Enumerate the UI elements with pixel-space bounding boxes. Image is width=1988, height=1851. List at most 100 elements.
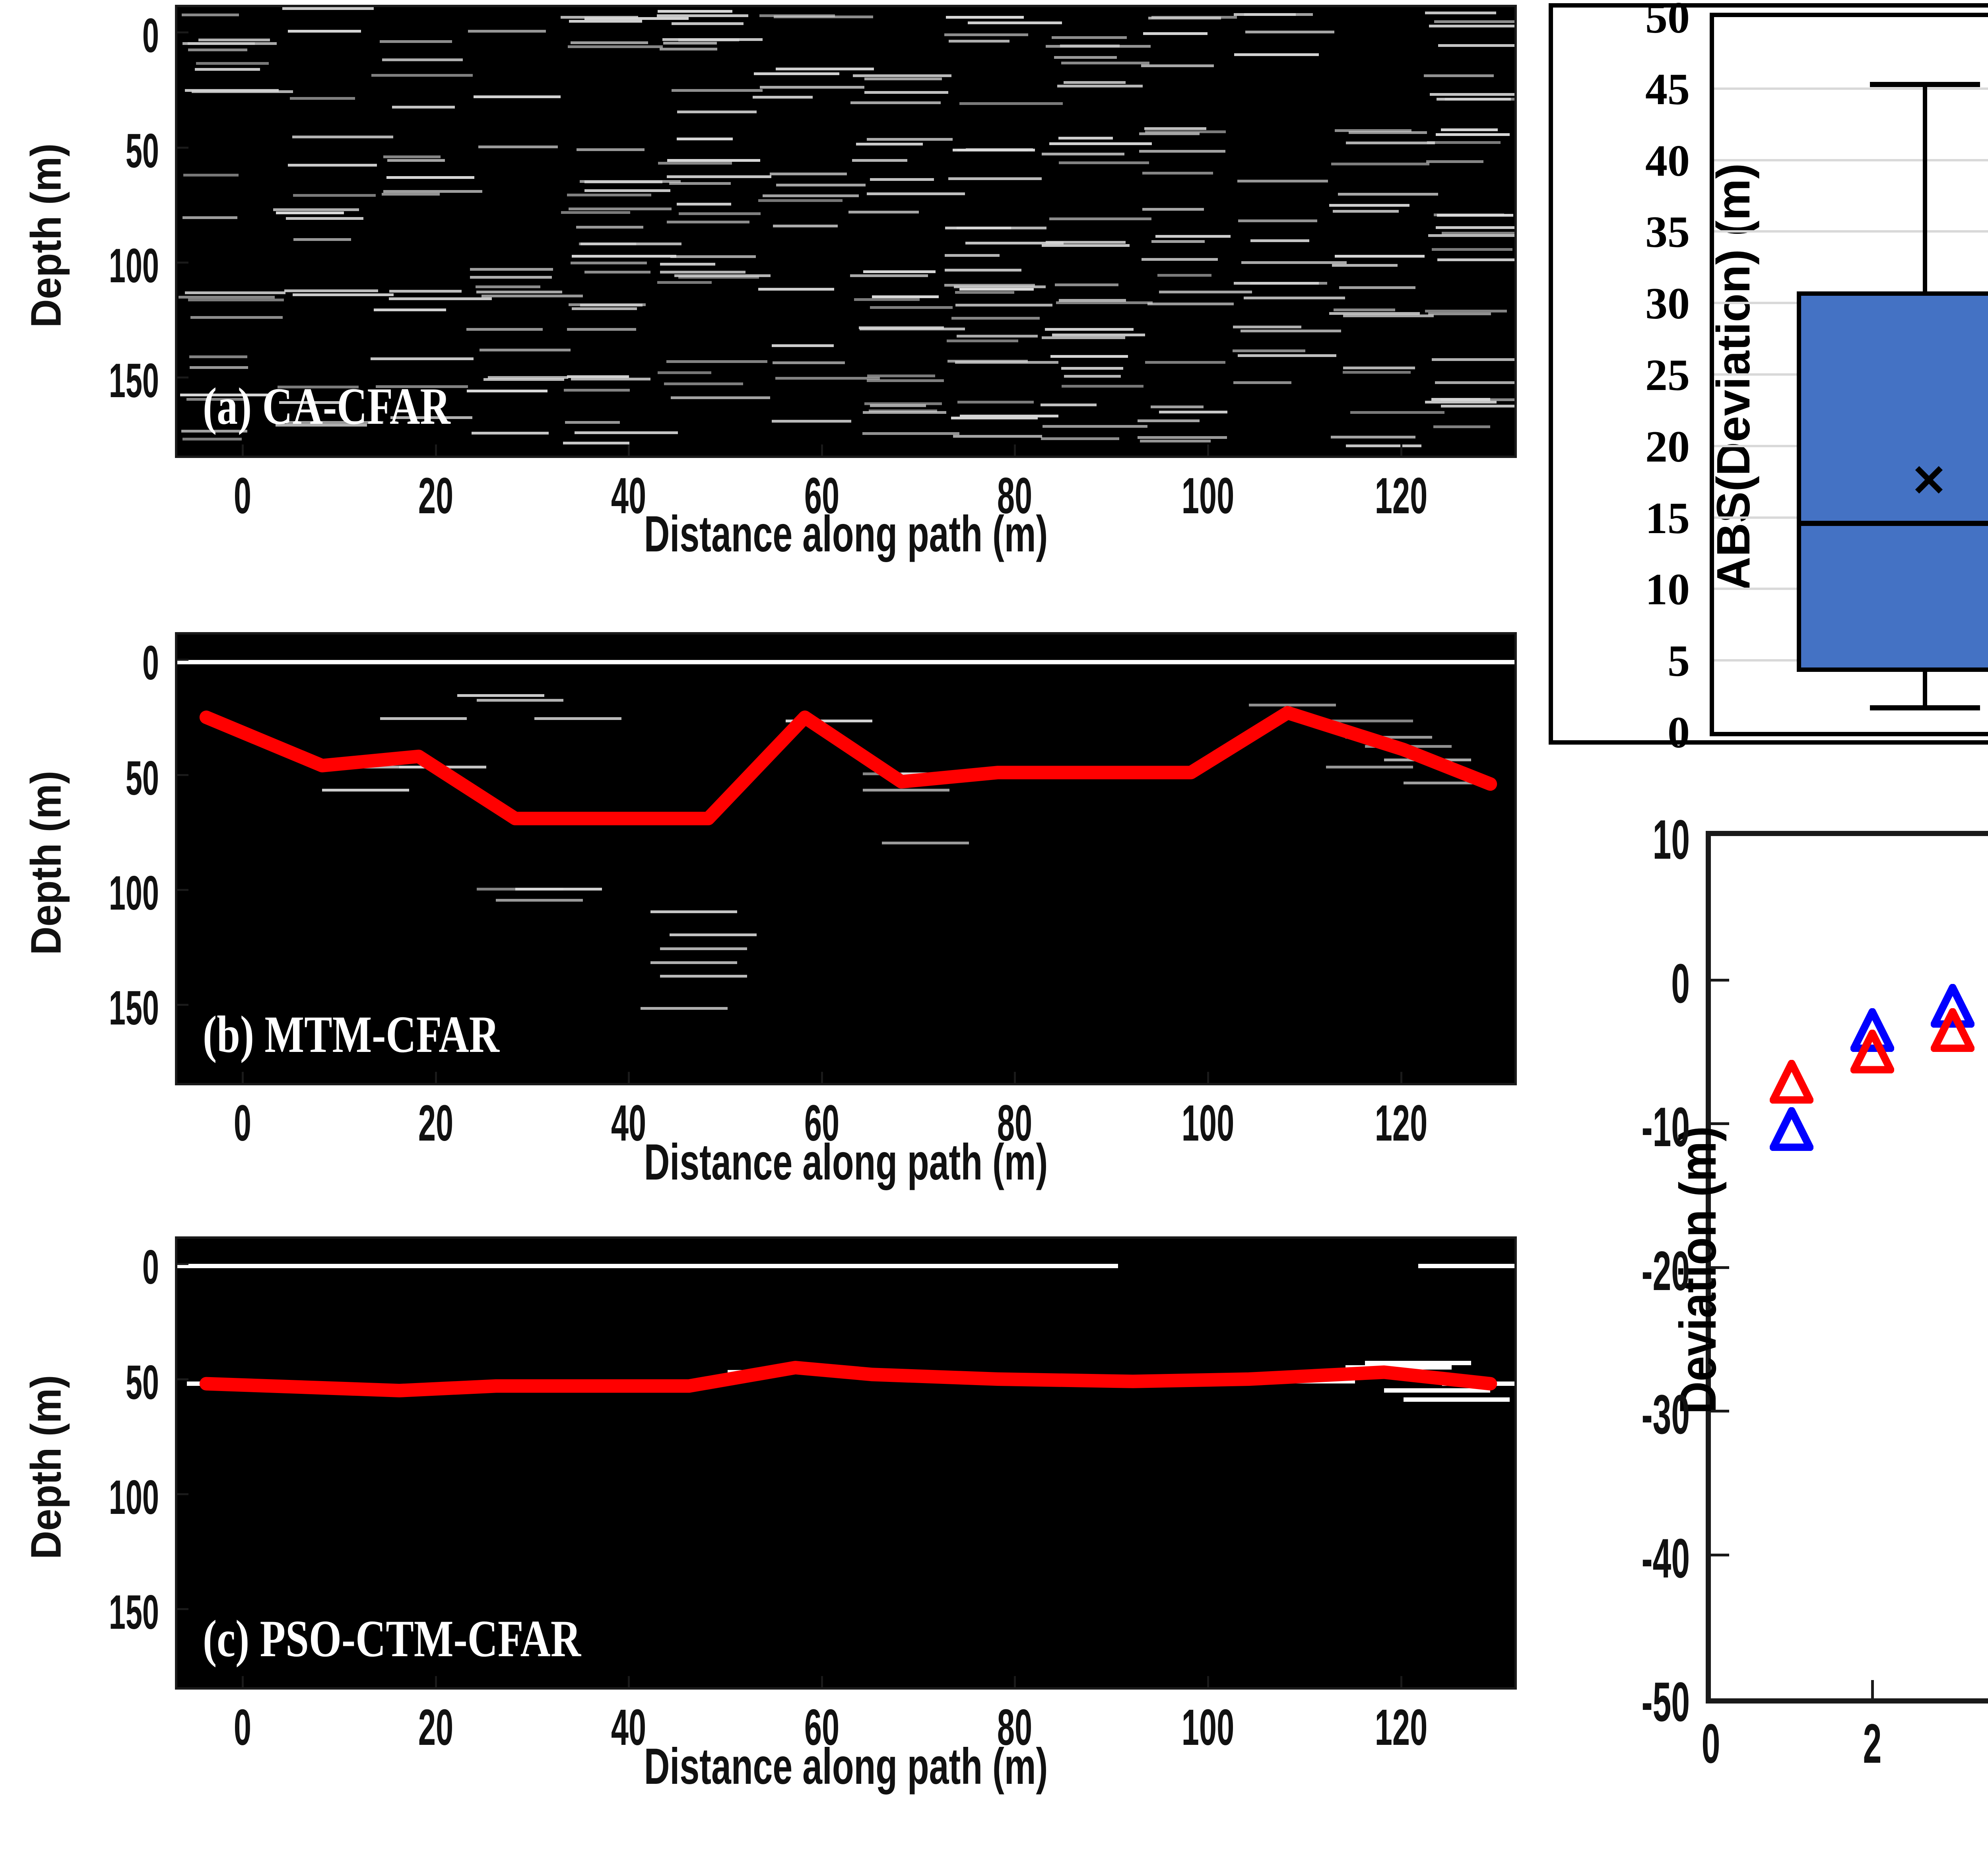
detection-segment xyxy=(671,22,744,25)
detection-segment xyxy=(1140,440,1211,443)
detection-segment xyxy=(773,224,838,227)
y-tick xyxy=(175,1263,188,1265)
detection-segment xyxy=(659,47,717,50)
x-tick-label: 80 xyxy=(997,468,1033,524)
detection-segment xyxy=(568,208,672,211)
detection-segment xyxy=(1237,180,1328,183)
detection-segment xyxy=(1139,149,1226,153)
y-tick-label: -50 xyxy=(1641,1671,1690,1733)
detection-segment xyxy=(957,227,1047,230)
detection-segment xyxy=(660,271,746,274)
y-tick xyxy=(175,376,188,379)
bed-reflector-segment xyxy=(1384,1388,1491,1393)
detection-segment xyxy=(277,386,359,389)
panel-e-plot-area xyxy=(1706,831,1988,1704)
detection-segment xyxy=(190,316,283,319)
detection-segment xyxy=(279,401,343,404)
detection-segment xyxy=(1425,401,1497,404)
detection-segment xyxy=(284,289,379,292)
detection-segment xyxy=(678,276,759,279)
detection-segment xyxy=(1151,406,1204,409)
x-tick xyxy=(435,1072,437,1085)
detection-segment xyxy=(584,271,650,274)
detection-segment xyxy=(1331,163,1430,166)
y-tick xyxy=(1711,1266,1729,1269)
x-tick xyxy=(1207,1072,1209,1085)
detection-segment xyxy=(944,283,1035,287)
detection-segment xyxy=(856,142,923,146)
y-tick-label: -10 xyxy=(1641,1096,1690,1158)
detection-segment xyxy=(182,13,239,16)
detection-segment xyxy=(534,717,621,720)
detection-segment xyxy=(1157,274,1211,277)
detection-segment xyxy=(1430,93,1514,96)
surface-reflector-segment xyxy=(1205,660,1367,665)
detection-segment xyxy=(1332,210,1399,213)
detection-segment xyxy=(183,174,239,177)
detection-segment xyxy=(196,62,269,65)
detection-segment xyxy=(1064,374,1121,378)
detection-segment xyxy=(771,344,834,347)
detection-segment xyxy=(383,155,441,158)
surface-reflector-segment xyxy=(883,660,1043,665)
detection-segment xyxy=(677,138,733,141)
panel-b-mtm-cfar: (b) MTM-CFAR Depth (m) Distance along pa… xyxy=(0,608,1543,1205)
detection-segment xyxy=(860,327,965,330)
detection-segment xyxy=(293,194,376,197)
detection-segment xyxy=(1061,384,1143,388)
detection-segment xyxy=(776,67,874,70)
detection-segment xyxy=(1052,36,1127,39)
detection-segment xyxy=(1330,435,1415,438)
detection-segment xyxy=(1042,336,1125,339)
detection-segment xyxy=(1432,358,1514,361)
detection-segment xyxy=(864,402,942,405)
x-tick-label: 40 xyxy=(611,1699,646,1756)
detection-segment xyxy=(1427,141,1501,144)
data-point-pso-ctm-cfar xyxy=(1850,1029,1895,1074)
detection-segment xyxy=(1145,130,1226,134)
y-tick-label: 0 xyxy=(142,1240,159,1294)
detection-segment xyxy=(1335,254,1425,258)
detection-segment xyxy=(1159,291,1252,294)
detection-segment xyxy=(584,180,663,183)
detection-segment xyxy=(773,361,845,364)
detection-segment xyxy=(563,442,629,445)
detection-segment xyxy=(487,376,568,379)
detection-segment xyxy=(1046,45,1151,48)
detection-segment xyxy=(854,298,920,301)
x-tick xyxy=(241,1072,244,1085)
panel-c-tag: (c) PSO-CTM-CFAR xyxy=(203,1609,581,1668)
detection-segment xyxy=(390,416,472,419)
x-tick-label: 0 xyxy=(233,1095,252,1152)
detection-segment xyxy=(763,194,859,197)
detection-segment xyxy=(565,421,620,424)
x-tick-label: 2 xyxy=(1863,1712,1881,1775)
data-point-pso-ctm-cfar xyxy=(1930,1008,1975,1052)
detection-segment xyxy=(1432,248,1512,251)
detection-segment xyxy=(850,101,941,104)
detection-segment xyxy=(286,421,383,424)
detection-segment xyxy=(178,296,275,299)
detection-segment xyxy=(572,307,637,310)
detection-segment xyxy=(567,328,637,331)
x-tick-label: 100 xyxy=(1181,468,1235,524)
y-tick-label: 20 xyxy=(1645,422,1690,471)
detection-segment xyxy=(660,975,747,978)
y-tick xyxy=(1711,1122,1729,1125)
y-tick-label: 0 xyxy=(1671,952,1690,1015)
detection-segment xyxy=(869,409,938,413)
detection-segment xyxy=(671,396,771,400)
detection-segment xyxy=(382,193,440,196)
x-tick xyxy=(435,1676,437,1690)
y-tick-label: 0 xyxy=(142,8,159,63)
detection-segment xyxy=(1339,286,1416,289)
detection-segment xyxy=(1425,310,1507,313)
y-tick xyxy=(175,31,188,34)
bed-reflector-segment xyxy=(1403,1397,1510,1402)
detection-segment xyxy=(677,110,757,113)
detection-segment xyxy=(776,184,866,187)
detection-segment xyxy=(1058,137,1113,140)
x-tick xyxy=(628,1072,630,1085)
gridline xyxy=(1714,87,1988,90)
y-tick-label: -20 xyxy=(1641,1239,1690,1302)
